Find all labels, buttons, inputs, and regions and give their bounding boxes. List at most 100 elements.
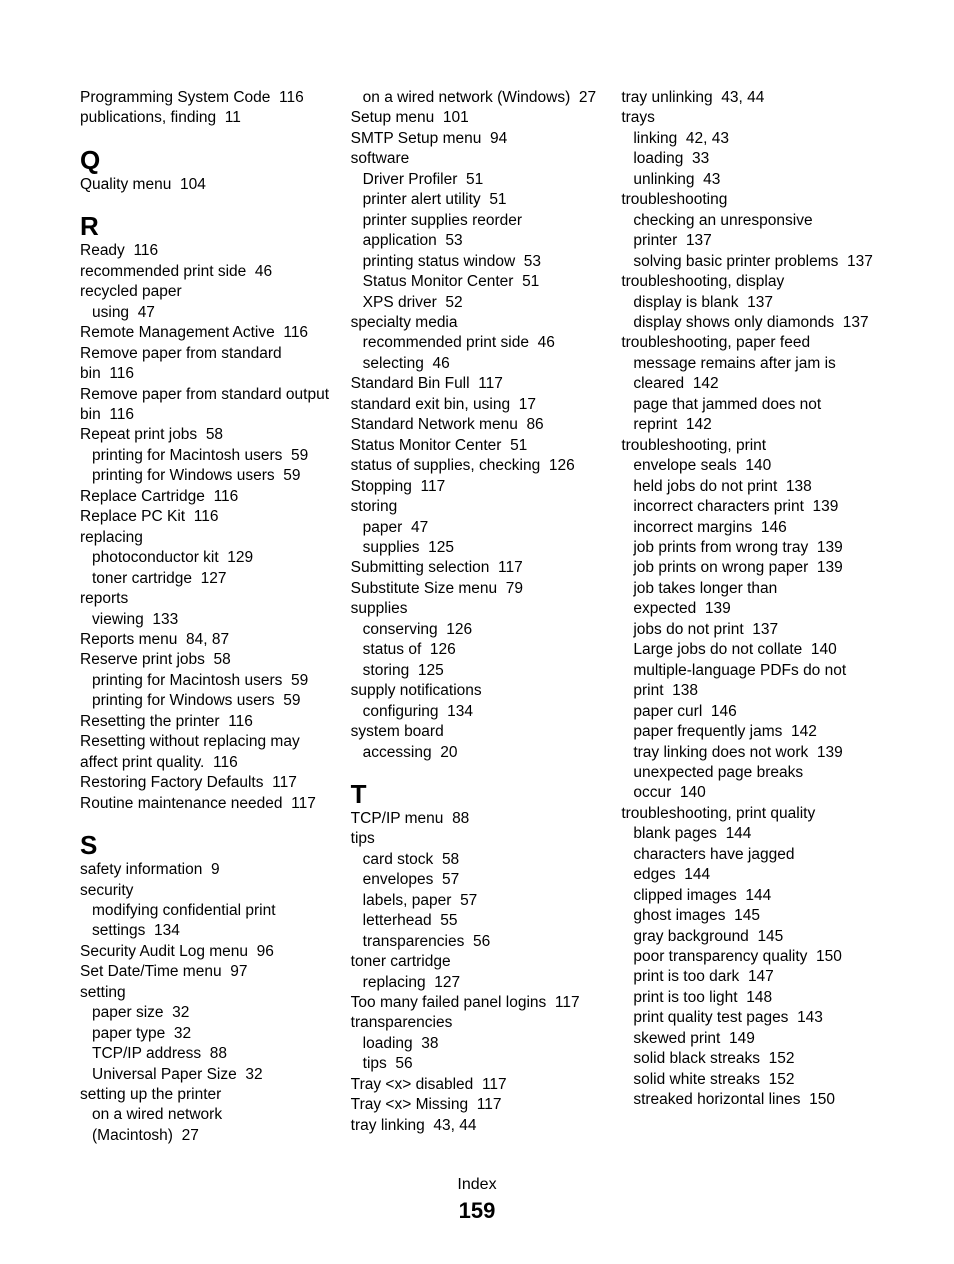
entry-text: Replace Cartridge — [80, 488, 205, 505]
entry-page: 117 — [498, 559, 523, 576]
index-entry: SMTP Setup menu 94 — [351, 129, 604, 149]
index-entry: job takes longer than expected 139 — [621, 579, 874, 620]
entry-page: 104 — [180, 176, 206, 193]
index-entry: page that jammed does not reprint 142 — [621, 395, 874, 436]
index-entry: jobs do not print 137 — [621, 620, 874, 640]
index-entry: Remote Management Active 116 — [80, 323, 333, 343]
section-letter: S — [80, 832, 333, 858]
entry-text: print is too dark — [633, 968, 739, 985]
entry-text: security — [80, 882, 133, 899]
entry-page: 51 — [466, 171, 483, 188]
index-entry: solving basic printer problems 137 — [621, 252, 874, 272]
index-entry: printing for Windows users 59 — [80, 691, 333, 711]
entry-text: configuring — [363, 703, 439, 720]
index-entry: Universal Paper Size 32 — [80, 1065, 333, 1085]
entry-page: 142 — [791, 723, 817, 740]
index-entry: paper 47 — [351, 518, 604, 538]
entry-text: Set Date/Time menu — [80, 963, 222, 980]
entry-page: 116 — [228, 713, 253, 730]
index-entry: storing — [351, 497, 604, 517]
entry-page: 117 — [421, 478, 446, 495]
entry-text: ghost images — [633, 907, 725, 924]
entry-text: loading — [633, 150, 683, 167]
index-entry: labels, paper 57 — [351, 891, 604, 911]
entry-text: display is blank — [633, 294, 738, 311]
entry-text: Reports menu — [80, 631, 177, 648]
index-entry: Standard Bin Full 117 — [351, 374, 604, 394]
entry-text: viewing — [92, 611, 144, 628]
index-entry: Driver Profiler 51 — [351, 170, 604, 190]
index-entry: clipped images 144 — [621, 886, 874, 906]
index-entry: recommended print side 46 — [351, 333, 604, 353]
entry-text: Submitting selection — [351, 559, 490, 576]
index-entry: conserving 126 — [351, 620, 604, 640]
column-2: on a wired network (Windows) 27Setup men… — [351, 88, 604, 1146]
index-entry: Quality menu 104 — [80, 175, 333, 195]
entry-page: 116 — [279, 89, 304, 106]
entry-page: 117 — [272, 774, 297, 791]
entry-text: setting up the printer — [80, 1086, 221, 1103]
index-entry: specialty media — [351, 313, 604, 333]
entry-page: 27 — [182, 1127, 199, 1144]
entry-text: Large jobs do not collate — [633, 641, 802, 658]
index-entry: Stopping 117 — [351, 477, 604, 497]
index-entry: ghost images 145 — [621, 906, 874, 926]
entry-page: 126 — [430, 641, 456, 658]
entry-page: 139 — [817, 559, 843, 576]
index-entry: Setup menu 101 — [351, 108, 604, 128]
entry-page: 139 — [813, 498, 839, 515]
index-entry: Resetting without replacing may affect p… — [80, 732, 333, 773]
entry-page: 43, 44 — [433, 1117, 476, 1134]
index-entry: gray background 145 — [621, 927, 874, 947]
entry-text: standard exit bin, using — [351, 396, 510, 413]
index-entry: paper frequently jams 142 — [621, 722, 874, 742]
entry-text: toner cartridge — [351, 953, 451, 970]
entry-page: 152 — [769, 1050, 795, 1067]
index-entry: card stock 58 — [351, 850, 604, 870]
entry-page: 59 — [291, 672, 308, 689]
entry-text: solving basic printer problems — [633, 253, 838, 270]
index-entry: print is too dark 147 — [621, 967, 874, 987]
entry-text: accessing — [363, 744, 432, 761]
index-entry: Replace PC Kit 116 — [80, 507, 333, 527]
index-entry: unexpected page breaks occur 140 — [621, 763, 874, 804]
index-entry: Too many failed panel logins 117 — [351, 993, 604, 1013]
index-entry: troubleshooting, print — [621, 436, 874, 456]
entry-text: skewed print — [633, 1030, 720, 1047]
index-entry: Large jobs do not collate 140 — [621, 640, 874, 660]
entry-page: 146 — [761, 519, 787, 536]
entry-page: 57 — [442, 871, 459, 888]
entry-text: unlinking — [633, 171, 694, 188]
entry-page: 116 — [133, 242, 158, 259]
index-entry: Programming System Code 116 — [80, 88, 333, 108]
page-number: 159 — [80, 1198, 874, 1224]
entry-text: supplies — [363, 539, 420, 556]
entry-text: streaked horizontal lines — [633, 1091, 800, 1108]
index-entry: troubleshooting — [621, 190, 874, 210]
index-entry: printing for Windows users 59 — [80, 466, 333, 486]
entry-text: labels, paper — [363, 892, 452, 909]
entry-text: paper frequently jams — [633, 723, 782, 740]
entry-text: Replace PC Kit — [80, 508, 185, 525]
index-entry: selecting 46 — [351, 354, 604, 374]
entry-page: 137 — [747, 294, 773, 311]
entry-page: 116 — [214, 488, 239, 505]
entry-page: 58 — [442, 851, 459, 868]
entry-text: SMTP Setup menu — [351, 130, 482, 147]
entry-text: jobs do not print — [633, 621, 743, 638]
index-entry: Repeat print jobs 58 — [80, 425, 333, 445]
column-3: tray unlinking 43, 44trayslinking 42, 43… — [621, 88, 874, 1146]
entry-page: 59 — [283, 692, 300, 709]
entry-text: storing — [351, 498, 398, 515]
index-entry: software — [351, 149, 604, 169]
index-entry: Substitute Size menu 79 — [351, 579, 604, 599]
entry-page: 144 — [745, 887, 771, 904]
entry-text: Standard Bin Full — [351, 375, 470, 392]
entry-text: reports — [80, 590, 128, 607]
entry-page: 94 — [490, 130, 507, 147]
index-entry: troubleshooting, paper feed — [621, 333, 874, 353]
entry-text: troubleshooting — [621, 191, 727, 208]
entry-page: 137 — [843, 314, 869, 331]
entry-text: loading — [363, 1035, 413, 1052]
index-entry: viewing 133 — [80, 610, 333, 630]
